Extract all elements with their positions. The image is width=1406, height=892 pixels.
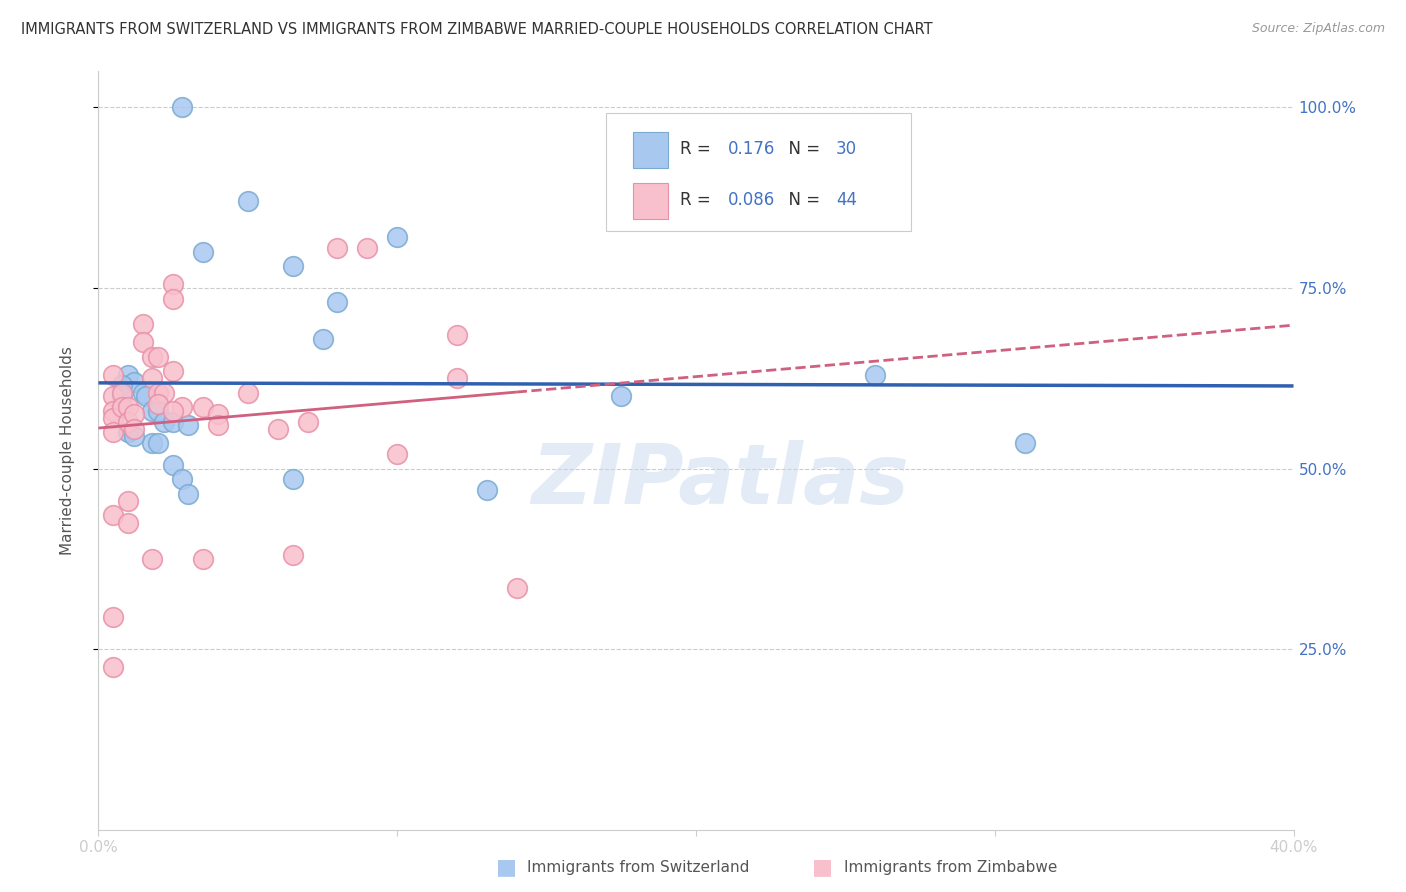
Point (124, 375, 146, 389)
Point (207, 418, 229, 433)
Y-axis label: Married-couple Households: Married-couple Households (60, 346, 75, 555)
Text: N =: N = (779, 192, 825, 210)
Point (141, 436, 163, 450)
Point (191, 244, 214, 259)
Text: ZIPatlas: ZIPatlas (531, 441, 908, 521)
Point (148, 350, 170, 364)
Point (172, 400, 194, 414)
Point (117, 368, 139, 382)
Point (506, 581, 529, 595)
Point (153, 385, 176, 400)
Point (281, 472, 304, 486)
Text: R =: R = (681, 192, 717, 210)
Text: 44: 44 (835, 192, 856, 210)
Text: 0.176: 0.176 (728, 140, 776, 158)
Point (446, 327, 468, 342)
Point (117, 400, 139, 414)
Point (191, 400, 214, 414)
Point (103, 411, 125, 425)
Point (356, 241, 378, 255)
Point (103, 660, 125, 674)
Point (172, 100, 194, 114)
Point (103, 368, 125, 382)
Point (162, 415, 184, 429)
Point (117, 415, 139, 429)
Point (117, 494, 139, 508)
Text: N =: N = (779, 140, 825, 158)
Point (326, 295, 349, 310)
Point (135, 389, 157, 403)
Point (103, 508, 125, 523)
Point (172, 472, 194, 486)
Text: Immigrants from Switzerland: Immigrants from Switzerland (527, 860, 749, 874)
Point (132, 317, 155, 331)
Point (385, 447, 409, 461)
Point (162, 403, 184, 417)
Text: ■: ■ (496, 857, 516, 877)
Point (141, 403, 163, 417)
Point (103, 609, 125, 624)
Point (111, 385, 134, 400)
Point (111, 378, 134, 392)
Point (103, 389, 125, 403)
Point (311, 332, 333, 346)
Text: ■: ■ (813, 857, 832, 877)
FancyBboxPatch shape (633, 132, 668, 169)
Point (111, 389, 134, 403)
Point (610, 389, 633, 403)
Point (236, 385, 259, 400)
Point (117, 425, 139, 440)
Point (865, 368, 887, 382)
Point (103, 403, 125, 417)
Point (162, 364, 184, 378)
Point (148, 403, 170, 417)
Point (103, 425, 125, 440)
Point (132, 385, 155, 400)
Point (117, 516, 139, 530)
Text: IMMIGRANTS FROM SWITZERLAND VS IMMIGRANTS FROM ZIMBABWE MARRIED-COUPLE HOUSEHOLD: IMMIGRANTS FROM SWITZERLAND VS IMMIGRANT… (21, 22, 932, 37)
Point (446, 371, 468, 385)
Point (124, 429, 146, 443)
Point (148, 396, 170, 410)
Point (177, 487, 200, 501)
Point (236, 194, 259, 209)
Point (1014, 436, 1036, 450)
Point (177, 418, 200, 433)
Text: Immigrants from Zimbabwe: Immigrants from Zimbabwe (844, 860, 1057, 874)
FancyBboxPatch shape (606, 113, 911, 230)
Point (267, 422, 290, 436)
Point (162, 458, 184, 472)
Point (148, 385, 170, 400)
Point (162, 292, 184, 306)
Point (281, 260, 304, 274)
Point (297, 415, 319, 429)
Point (124, 408, 146, 422)
Point (141, 551, 163, 566)
Point (475, 483, 498, 498)
FancyBboxPatch shape (633, 183, 668, 219)
Point (132, 335, 155, 350)
Point (153, 415, 176, 429)
Text: 0.086: 0.086 (728, 192, 776, 210)
Text: Source: ZipAtlas.com: Source: ZipAtlas.com (1251, 22, 1385, 36)
Point (191, 551, 214, 566)
Text: 30: 30 (835, 140, 856, 158)
Point (124, 422, 146, 436)
Point (111, 400, 134, 414)
Point (162, 277, 184, 292)
Point (141, 350, 163, 364)
Point (385, 230, 409, 244)
Point (326, 241, 349, 255)
Point (207, 408, 229, 422)
Text: R =: R = (681, 140, 717, 158)
Point (141, 371, 163, 385)
Point (148, 436, 170, 450)
Point (281, 548, 304, 562)
